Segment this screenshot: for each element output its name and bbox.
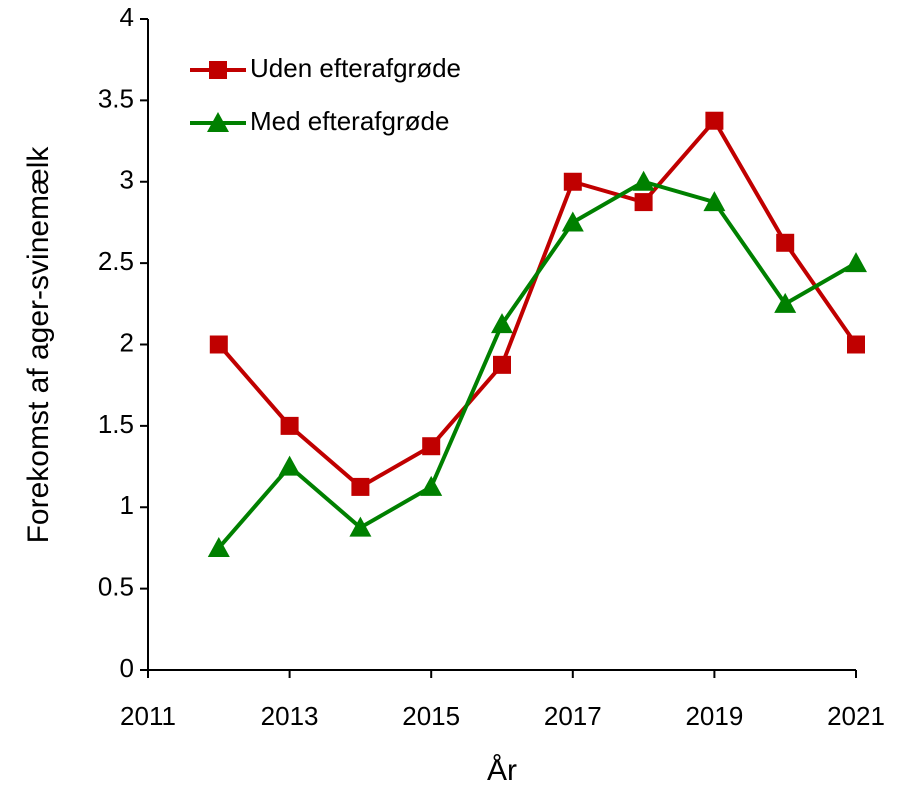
y-axis-title: Forekomst af ager-svinemælk	[22, 146, 55, 544]
marker	[491, 313, 513, 334]
series-line	[217, 117, 858, 490]
marker	[847, 335, 865, 354]
marker	[420, 475, 443, 496]
marker	[349, 516, 372, 537]
series-line	[217, 179, 857, 550]
marker	[209, 61, 227, 79]
marker	[207, 536, 230, 557]
marker	[705, 111, 724, 130]
marker	[351, 477, 370, 496]
x-tick-label: 2017	[544, 701, 602, 731]
marker	[207, 112, 229, 132]
y-tick-label: 4	[120, 2, 134, 32]
marker	[845, 252, 867, 273]
marker	[634, 193, 653, 212]
legend-label: Med efterafgrøde	[250, 106, 449, 136]
y-tick-label: 2.5	[98, 246, 134, 276]
marker	[561, 211, 584, 232]
x-tick-label: 2013	[261, 701, 319, 731]
x-tick-label: 2015	[402, 701, 460, 731]
y-tick-label: 1.5	[98, 409, 134, 439]
marker	[209, 335, 228, 354]
marker	[280, 416, 299, 435]
marker	[776, 233, 795, 252]
y-tick-label: 2	[120, 327, 134, 357]
marker	[703, 191, 726, 212]
y-tick-label: 1	[120, 490, 134, 520]
y-tick-label: 3.5	[98, 83, 134, 113]
y-tick-label: 0.5	[98, 572, 134, 602]
x-tick-label: 2019	[685, 701, 743, 731]
marker	[563, 172, 582, 191]
y-tick-label: 3	[120, 165, 134, 195]
legend-label: Uden efterafgrøde	[250, 53, 461, 83]
x-tick-label: 2021	[827, 701, 885, 731]
marker	[422, 437, 441, 456]
marker	[632, 170, 655, 191]
marker	[774, 292, 797, 313]
marker	[278, 455, 301, 476]
x-axis-title: År	[487, 754, 517, 787]
x-tick-label: 2011	[120, 701, 176, 731]
y-tick-label: 0	[120, 653, 134, 683]
marker	[493, 355, 511, 374]
